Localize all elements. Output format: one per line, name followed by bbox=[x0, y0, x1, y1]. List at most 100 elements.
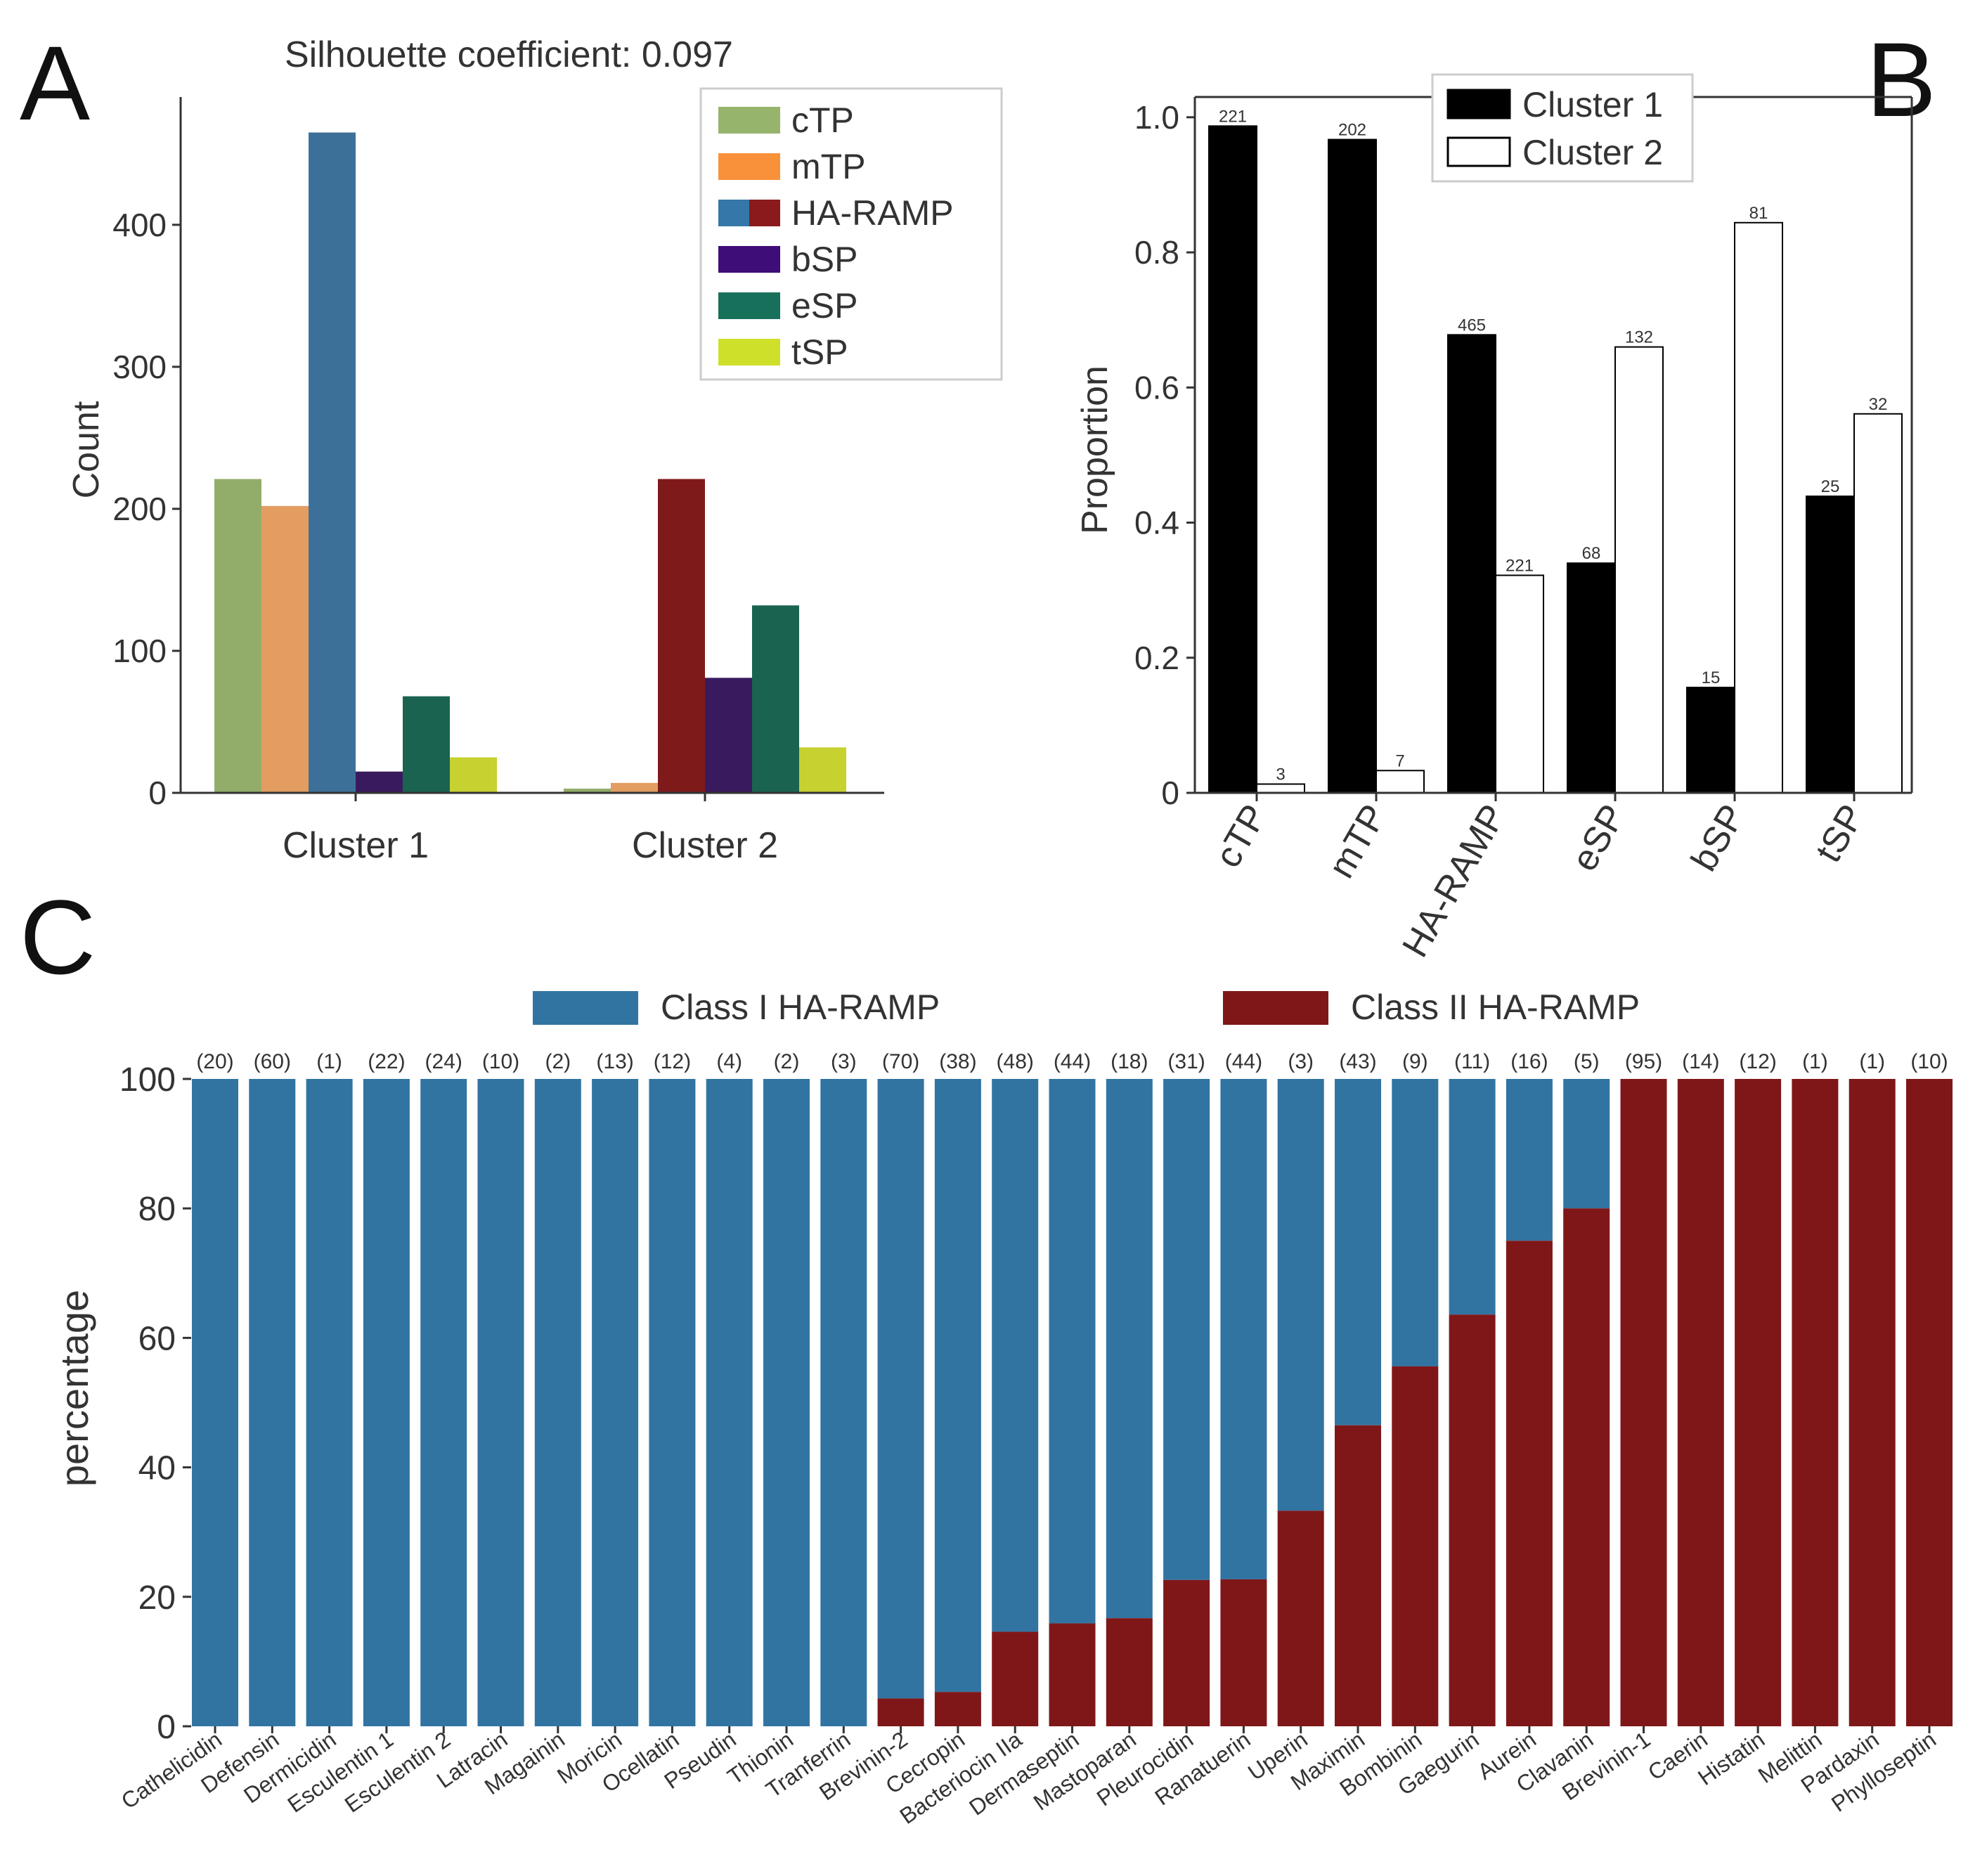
chart-c-count-label: (13) bbox=[596, 1050, 633, 1073]
chart-a-legend-box bbox=[699, 87, 1003, 381]
chart-c-bar-class-i bbox=[249, 1079, 296, 1726]
chart-b-x-tick-label: tSP bbox=[1808, 798, 1872, 869]
chart-a-legend-label: tSP bbox=[791, 332, 848, 372]
chart-c-count-label: (60) bbox=[254, 1050, 291, 1073]
chart-b-x-tick-labels: cTP mTP HA-RAMP eSP bSP tSP bbox=[1208, 793, 1872, 964]
chart-c-bar-class-i bbox=[1163, 1079, 1210, 1580]
chart-c-count-label: (5) bbox=[1574, 1050, 1600, 1073]
chart-c-bar-class-ii bbox=[1620, 1079, 1667, 1726]
chart-c-legend-swatch bbox=[1223, 991, 1328, 1025]
chart-b-count-label: 81 bbox=[1749, 204, 1768, 223]
chart-c-count-label: (38) bbox=[939, 1050, 976, 1073]
chart-c-y-tick-label: 40 bbox=[138, 1450, 176, 1487]
chart-b-count-label: 7 bbox=[1395, 751, 1404, 770]
chart-c-count-label: (2) bbox=[774, 1050, 800, 1073]
chart-a-bar-tsp-cluster-2 bbox=[799, 747, 846, 793]
chart-c-bar-class-i bbox=[306, 1079, 353, 1726]
chart-c-y-tick-label: 60 bbox=[138, 1320, 176, 1357]
chart-b-y-axis-title: Proportion bbox=[1075, 366, 1115, 534]
chart-c-count-label: (43) bbox=[1339, 1050, 1376, 1073]
chart-a-legend-label: HA-RAMP bbox=[791, 193, 954, 233]
chart-b-y-tick-label: 0 bbox=[1161, 775, 1179, 811]
chart-c-legend-label: Class I HA-RAMP bbox=[661, 988, 940, 1027]
chart-b-count-label: 68 bbox=[1582, 544, 1601, 563]
chart-b-x-tick-label: cTP bbox=[1208, 798, 1275, 874]
chart-a-y-axis-title: Count bbox=[66, 401, 107, 498]
chart-c-y-ticks: 0 20 40 60 80 100 bbox=[119, 1061, 191, 1746]
chart-c-bar-class-i bbox=[1449, 1079, 1496, 1315]
panel-a: A Silhouette coefficient: 0.097 Count 0 1… bbox=[20, 24, 1003, 866]
chart-c-count-label: (18) bbox=[1111, 1050, 1148, 1073]
chart-c-count-label: (3) bbox=[1288, 1050, 1314, 1073]
chart-c-bar-class-i bbox=[877, 1079, 924, 1699]
chart-c-count-label: (11) bbox=[1454, 1050, 1490, 1073]
chart-b-count-label: 32 bbox=[1869, 395, 1888, 414]
chart-b-bar-ha-ramp-cluster-2 bbox=[1495, 574, 1544, 794]
chart-a-legend-swatch bbox=[718, 292, 780, 319]
chart-c-count-label: (31) bbox=[1167, 1050, 1205, 1073]
chart-b-bars: 221 3 202 7 465 221 68 132 15 81 25 32 bbox=[1208, 107, 1903, 794]
chart-a-bar-esp-cluster-2 bbox=[752, 605, 799, 793]
chart-b-y-tick-label: 0.6 bbox=[1134, 369, 1179, 406]
chart-b-x-tick-label: HA-RAMP bbox=[1394, 798, 1514, 964]
chart-c-bar-class-i bbox=[192, 1079, 238, 1726]
chart-b-x-tick-label: mTP bbox=[1321, 798, 1394, 885]
chart-c-bar-class-i bbox=[1277, 1079, 1324, 1511]
chart-c-bar-class-i bbox=[1335, 1079, 1381, 1425]
chart-c-y-tick-label: 0 bbox=[157, 1709, 176, 1746]
chart-b-count-label: 202 bbox=[1338, 121, 1366, 140]
chart-a-bar-tsp-cluster-1 bbox=[450, 757, 497, 793]
chart-a-bar-ha-ramp-cluster-2 bbox=[658, 479, 705, 793]
chart-c-bar-class-i bbox=[534, 1079, 581, 1726]
chart-c-legend: Class I HA-RAMP Class II HA-RAMP bbox=[533, 988, 1640, 1027]
chart-c-count-label: (48) bbox=[997, 1050, 1034, 1073]
chart-a-legend-swatch bbox=[718, 107, 780, 134]
chart-b-legend-label: Cluster 2 bbox=[1522, 133, 1663, 172]
chart-a-legend-swatch bbox=[718, 153, 780, 180]
chart-b-bar-esp-cluster-2 bbox=[1614, 346, 1664, 794]
chart-b-count-label: 221 bbox=[1219, 107, 1247, 126]
chart-a-bar-ctp-cluster-1 bbox=[214, 479, 261, 793]
chart-c-count-label: (1) bbox=[316, 1050, 342, 1073]
chart-c-bar-class-i bbox=[363, 1079, 410, 1726]
chart-a-bar-ctp-cluster-2 bbox=[564, 788, 611, 793]
chart-c-count-label: (22) bbox=[368, 1050, 405, 1073]
chart-c-bar-class-ii bbox=[992, 1631, 1039, 1726]
chart-b-y-tick-label: 0.8 bbox=[1134, 234, 1179, 271]
chart-c-bar-class-i bbox=[420, 1079, 467, 1726]
chart-b-y-tick-label: 0.4 bbox=[1134, 505, 1179, 541]
chart-c-bar-class-i bbox=[1392, 1079, 1439, 1366]
chart-c-count-label: (2) bbox=[545, 1050, 571, 1073]
chart-b-y-tick-label: 0.2 bbox=[1134, 640, 1179, 676]
chart-c-bar-class-i bbox=[592, 1079, 639, 1726]
chart-c-count-label: (10) bbox=[1910, 1050, 1948, 1073]
chart-c-count-label: (1) bbox=[1802, 1050, 1828, 1073]
chart-c-bar-class-i bbox=[763, 1079, 810, 1726]
chart-b-bar-tsp-cluster-2 bbox=[1853, 413, 1903, 794]
chart-c-count-label: (44) bbox=[1054, 1050, 1091, 1073]
chart-c-count-label: (4) bbox=[716, 1050, 742, 1073]
chart-a-bar-mtp-cluster-2 bbox=[611, 782, 658, 793]
chart-c-bar-class-ii bbox=[1449, 1314, 1496, 1726]
chart-c-bar-class-ii bbox=[1506, 1241, 1553, 1726]
chart-a-legend-label: mTP bbox=[791, 147, 866, 186]
panel-c: C Class I HA-RAMP Class II HA-RAMP percen… bbox=[20, 878, 1953, 1829]
chart-c-count-label: (1) bbox=[1859, 1050, 1885, 1073]
chart-c-bar-class-i bbox=[1049, 1079, 1096, 1624]
chart-c-bar-class-ii bbox=[1906, 1079, 1953, 1726]
panel-letter-c: C bbox=[20, 878, 96, 996]
chart-c-y-tick-label: 80 bbox=[138, 1191, 176, 1228]
chart-c-bar-class-i bbox=[992, 1079, 1039, 1632]
chart-c-bar-class-ii bbox=[1163, 1579, 1210, 1726]
chart-c-bar-class-i bbox=[820, 1079, 867, 1726]
chart-a-y-ticks: 0 100 200 300 400 bbox=[112, 207, 181, 811]
chart-c-count-label: (16) bbox=[1510, 1050, 1548, 1073]
chart-c-bar-class-i bbox=[1563, 1079, 1610, 1209]
chart-c-bar-class-ii bbox=[1335, 1425, 1381, 1726]
chart-b-count-label: 25 bbox=[1821, 477, 1840, 496]
chart-c-bar-class-i bbox=[706, 1079, 753, 1726]
chart-b-bar-ctp-cluster-2 bbox=[1256, 783, 1305, 794]
chart-c-bar-class-ii bbox=[1106, 1618, 1153, 1726]
chart-a-bar-ha-ramp-cluster-1 bbox=[309, 132, 356, 794]
chart-c-bar-class-i bbox=[1106, 1079, 1153, 1619]
